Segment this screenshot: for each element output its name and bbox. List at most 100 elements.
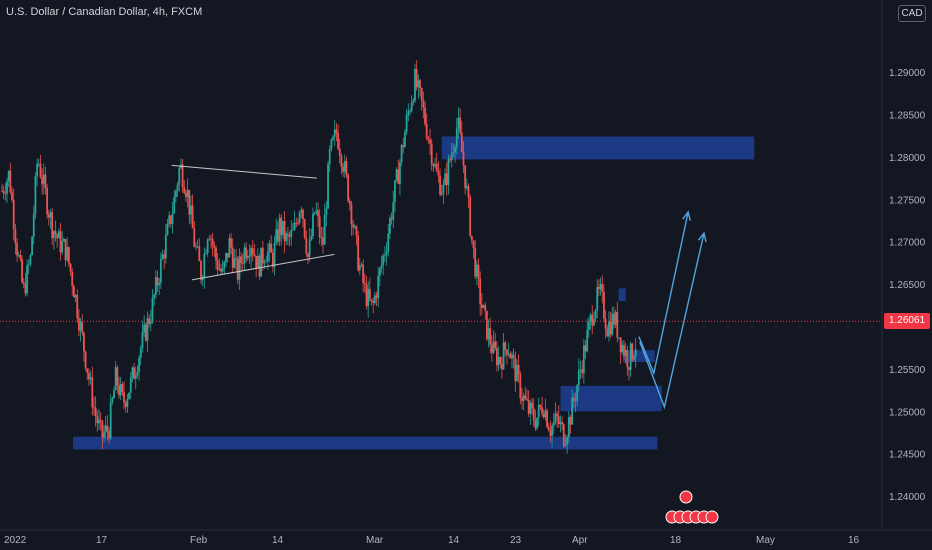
candle-body <box>506 349 508 355</box>
candle-body <box>4 193 7 195</box>
candle-body <box>139 348 142 358</box>
candle-body <box>67 247 70 264</box>
candle-body <box>633 356 635 360</box>
candle-body <box>447 158 450 186</box>
candle-body <box>44 174 47 189</box>
candle-body <box>103 432 105 438</box>
candle-body <box>255 255 258 269</box>
candle-body <box>69 263 72 272</box>
candle-body <box>57 231 60 239</box>
candle-body <box>302 209 304 220</box>
candle-body <box>154 277 157 295</box>
candle-body <box>149 320 152 324</box>
candle-body <box>260 247 263 277</box>
candle-body <box>327 164 329 209</box>
candle-body <box>159 258 162 283</box>
candle-body <box>564 444 567 446</box>
candle-body <box>355 226 358 236</box>
candle-body <box>171 213 174 224</box>
y-tick-label: 1.27000 <box>889 238 926 249</box>
candle-body <box>310 236 313 240</box>
candle-body <box>64 239 67 261</box>
candle-body <box>185 193 187 197</box>
candle-body <box>206 239 209 254</box>
x-tick-label: Mar <box>366 535 384 546</box>
candle-body <box>338 148 341 156</box>
candle-body <box>394 180 396 203</box>
candle-body <box>484 305 487 311</box>
candle-body <box>603 291 605 319</box>
candle-body <box>586 329 589 352</box>
candle-body <box>280 217 283 235</box>
candle-body <box>84 351 87 369</box>
candle-body <box>631 343 634 360</box>
candle-body <box>345 161 348 175</box>
candle-body <box>36 163 39 177</box>
candle-body <box>295 222 298 224</box>
candle-body <box>317 210 319 217</box>
x-tick-label: 23 <box>510 535 522 546</box>
candle-body <box>395 169 398 181</box>
x-tick-label: Apr <box>572 535 588 546</box>
candle-body <box>494 341 497 349</box>
candle-body <box>516 364 518 382</box>
candle-body <box>39 163 42 178</box>
candle-body <box>623 345 625 356</box>
candle-body <box>380 265 383 269</box>
candle-body <box>253 253 256 256</box>
currency-button[interactable]: CAD <box>898 5 926 22</box>
candle-body <box>616 312 619 338</box>
candle-body <box>169 215 172 224</box>
candle-body <box>634 349 637 357</box>
candle-body <box>246 256 249 259</box>
candle-body <box>383 254 386 256</box>
candle-body <box>455 127 458 148</box>
candle-body <box>318 216 321 238</box>
time-axis[interactable] <box>0 530 932 550</box>
candle-body <box>363 282 366 285</box>
candle-body <box>213 245 216 249</box>
candle-body <box>571 397 574 425</box>
candle-body <box>526 398 528 400</box>
candle-body <box>312 213 314 237</box>
candle-body <box>315 210 318 213</box>
candle-body <box>19 255 22 259</box>
candle-body <box>158 282 161 286</box>
candle-body <box>365 284 368 307</box>
candle-body <box>561 421 564 425</box>
candle-body <box>348 200 351 204</box>
candle-body <box>258 255 261 277</box>
candle-body <box>143 324 146 333</box>
candle-body <box>322 237 324 245</box>
candle-body <box>432 164 435 167</box>
candle-body <box>210 238 212 240</box>
candle-body <box>223 261 226 269</box>
candle-body <box>459 117 462 133</box>
candle-body <box>621 345 624 353</box>
candle-body <box>42 174 45 185</box>
candle-body <box>22 282 25 284</box>
x-tick-label: 14 <box>272 535 284 546</box>
candle-body <box>601 284 604 292</box>
candle-body <box>178 168 181 185</box>
candle-body <box>512 354 515 358</box>
candle-body <box>241 263 244 264</box>
candle-body <box>519 374 522 399</box>
candle-body <box>240 256 242 264</box>
supply-demand-zone <box>623 350 655 363</box>
event-markers[interactable] <box>665 490 719 524</box>
x-tick-label: 17 <box>96 535 108 546</box>
y-tick-label: 1.29000 <box>889 68 926 79</box>
economic-event-marker <box>679 490 693 504</box>
candle-body <box>109 402 112 439</box>
y-axis-labels: 1.29000 1.28500 1.28000 1.27500 1.27000 1.265… <box>889 68 926 503</box>
candle-body <box>470 235 473 241</box>
price-axis[interactable] <box>882 0 932 530</box>
candle-body <box>261 247 264 264</box>
candle-body <box>499 356 502 364</box>
candle-body <box>325 208 328 215</box>
candle-body <box>566 437 569 445</box>
candle-body <box>430 143 433 165</box>
candle-body <box>382 255 385 266</box>
